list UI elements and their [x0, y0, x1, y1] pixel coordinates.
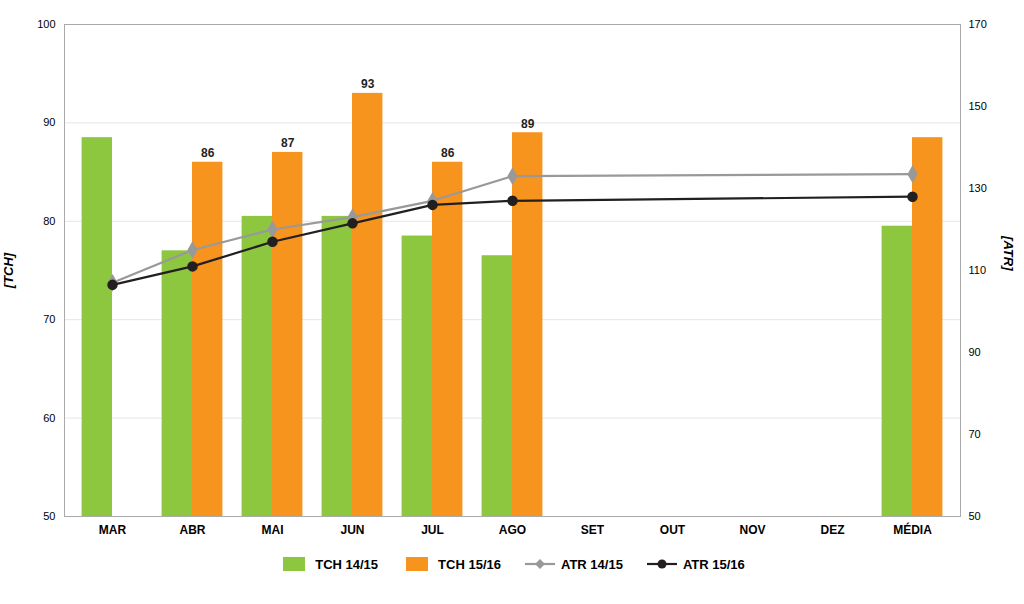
html-text:TCH 14/15: TCH 14/15 — [315, 556, 379, 572]
svg-text:87: 87 — [281, 136, 295, 150]
svg-text:170: 170 — [969, 18, 987, 30]
svg-text:86: 86 — [441, 146, 455, 160]
svg-text:110: 110 — [969, 264, 987, 276]
svg-text:MÉDIA: MÉDIA — [893, 522, 932, 537]
svg-text:OUT: OUT — [660, 523, 686, 537]
svg-text:JUL: JUL — [421, 523, 444, 537]
svg-text:80: 80 — [43, 215, 55, 227]
svg-text:SET: SET — [581, 523, 605, 537]
svg-text:89: 89 — [521, 117, 535, 131]
svg-text:JUN: JUN — [340, 523, 364, 537]
svg-text:86: 86 — [201, 146, 215, 160]
html-text:ATR 14/15: ATR 14/15 — [561, 556, 623, 572]
html-text:TCH 15/16: TCH 15/16 — [438, 556, 501, 572]
svg-text:70: 70 — [43, 313, 55, 325]
svg-text:130: 130 — [969, 182, 987, 194]
svg-text:150: 150 — [969, 100, 987, 112]
svg-text:ABR: ABR — [180, 523, 206, 537]
svg-text:AGO: AGO — [499, 523, 526, 537]
svg-text:90: 90 — [43, 116, 55, 128]
svg-text:60: 60 — [43, 412, 55, 424]
svg-text:100: 100 — [37, 18, 55, 30]
svg-text:70: 70 — [969, 428, 981, 440]
svg-text:MAI: MAI — [262, 523, 284, 537]
svg-text:DEZ: DEZ — [821, 523, 845, 537]
svg-text:MAR: MAR — [99, 523, 127, 537]
svg-text:90: 90 — [969, 346, 981, 358]
html-text:ATR 15/16: ATR 15/16 — [682, 556, 745, 572]
svg-text:50: 50 — [43, 510, 55, 522]
svg-text:50: 50 — [969, 510, 981, 522]
svg-text:93: 93 — [361, 77, 375, 91]
svg-text:[ATR]: [ATR] — [1001, 235, 1016, 271]
svg-text:[TCH]: [TCH] — [1, 252, 16, 289]
svg-text:NOV: NOV — [739, 523, 765, 537]
